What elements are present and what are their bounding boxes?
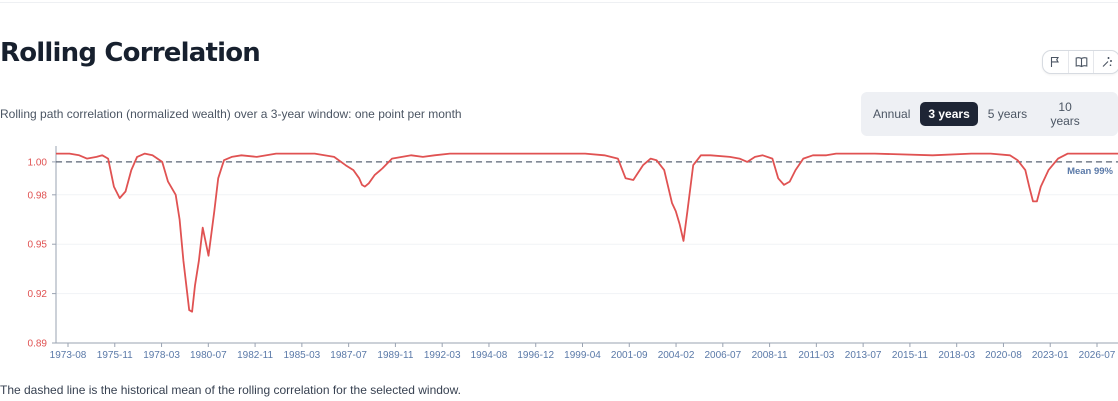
x-tick-label: 2001-09 [611,350,648,361]
x-tick-label: 1987-07 [330,350,367,361]
page-title: Rolling Correlation [0,38,261,68]
x-tick-label: 1996-12 [517,350,554,361]
x-tick-label: 2020-08 [985,350,1022,361]
x-tick-label: 1989-11 [377,350,413,361]
x-tick-label: 2015-11 [892,350,928,361]
window-option-3-years[interactable]: 3 years [920,102,978,126]
x-tick-label: 1973-08 [50,350,87,361]
grid-lines [56,161,1118,344]
x-tick-label: 1982-11 [237,350,273,361]
chart-actions [1042,50,1118,74]
y-tick-label: 1.00 [28,157,48,168]
y-tick-label: 0.98 [28,190,48,201]
y-tick-label: 0.92 [28,289,48,300]
book-icon [1075,57,1087,68]
x-tick-label: 1992-03 [424,350,461,361]
x-tick-label: 2026-07 [1079,350,1116,361]
book-button[interactable] [1067,51,1094,73]
x-tick-label: 2006-07 [704,350,741,361]
rolling-correlation-chart: 1.00 0.98 0.95 0.92 0.89 1973-08 1975-11 1978-… [28,146,1118,361]
window-option-annual[interactable]: Annual [873,107,911,121]
x-tick-label: 2008-11 [752,350,788,361]
x-tick-label: 1985-03 [284,350,321,361]
flag-button[interactable] [1043,51,1068,73]
top-divider [0,2,1118,3]
y-tick-label: 0.89 [28,339,48,350]
y-axis: 1.00 0.98 0.95 0.92 0.89 [28,146,57,350]
x-tick-label: 1980-07 [190,350,227,361]
x-tick-label: 2018-03 [938,350,975,361]
window-option-10-years[interactable]: 10 years [1050,100,1080,128]
chart-subtitle: Rolling path correlation (normalized wea… [0,107,462,121]
x-tick-label: 2004-02 [658,350,695,361]
sparkle-icon [1102,57,1112,67]
chart-caption: The dashed line is the historical mean o… [0,383,461,397]
x-axis: 1973-08 1975-11 1978-03 1980-07 1982-11 1985-… [50,342,1118,361]
x-tick-label: 2023-01 [1032,350,1069,361]
correlation-series-line [56,152,1118,313]
x-tick-label: 1978-03 [143,350,180,361]
x-tick-label: 1999-04 [564,350,601,361]
x-tick-label: 2011-03 [798,350,834,361]
x-tick-label: 1994-08 [471,350,508,361]
window-option-5-years[interactable]: 5 years [987,107,1028,121]
x-tick-label: 2013-07 [845,350,882,361]
sparkle-button[interactable] [1093,51,1118,73]
flag-icon [1051,56,1060,67]
mean-label: Mean 99% [1067,166,1113,177]
y-tick-label: 0.95 [28,240,48,251]
x-tick-label: 1975-11 [97,350,133,361]
window-selector: Annual 3 years 5 years 10 years [861,92,1118,136]
